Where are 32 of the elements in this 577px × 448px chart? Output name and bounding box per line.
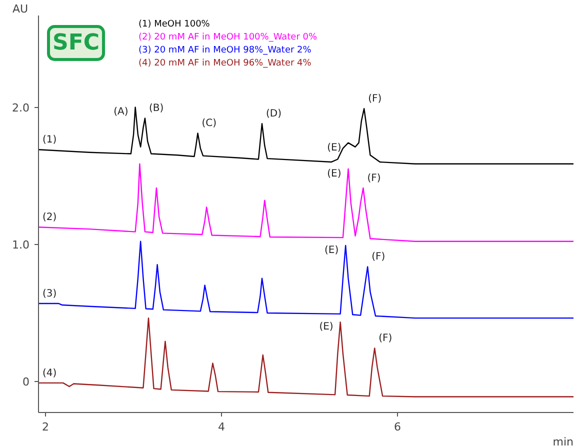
annotation: (F): [367, 172, 381, 184]
text: (3) 20 mM AF in MeOH 98%_Water 2%: [138, 46, 312, 56]
annotation: SFC: [52, 30, 100, 56]
y-tick-label: 2.0: [12, 102, 30, 115]
annotation: (C): [202, 118, 217, 130]
x-tick-label: 6: [394, 420, 402, 434]
annotation: (F): [372, 252, 386, 263]
line-series: [38, 317, 574, 398]
text: (2) 20 mM AF in MeOH 100%_Water 0%: [138, 32, 318, 42]
annotation: (E): [327, 142, 342, 154]
text: (1) MeOH 100%: [138, 20, 210, 30]
annotation: (1): [42, 134, 57, 146]
annotation: (E): [324, 244, 339, 256]
y-tick-label: 1.0: [12, 238, 30, 252]
annotation: (F): [378, 333, 392, 344]
annotation: (4): [42, 368, 57, 379]
annotation: (E): [319, 322, 334, 333]
line-series: [38, 163, 574, 242]
annotation: (B): [148, 103, 164, 114]
x-tick-label: 4: [218, 420, 226, 434]
annotation: (D): [266, 108, 282, 120]
annotation: (E): [327, 168, 342, 180]
line-series: [38, 240, 574, 319]
annotation: (A): [114, 106, 128, 118]
y-axis-title: AU: [12, 2, 28, 16]
x-tick-label: 2: [42, 420, 50, 434]
annotation: (2): [42, 212, 57, 224]
x-axis-title: min: [552, 436, 574, 448]
annotation: (3): [42, 288, 57, 300]
annotation: (F): [368, 94, 382, 105]
text: (4) 20 mM AF in MeOH 96%_Water 4%: [138, 58, 312, 68]
y-tick-label: 0: [22, 376, 30, 389]
